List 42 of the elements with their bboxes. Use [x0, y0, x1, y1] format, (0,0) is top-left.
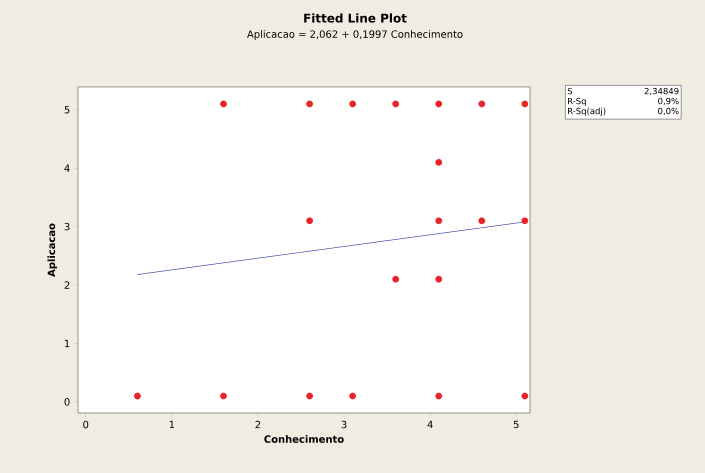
text: R-Sq(adj)	[568, 108, 606, 116]
chart-subtitle: Aplicacao = 2,062 + 0,1997 Conhecimento	[247, 30, 462, 40]
point	[392, 276, 400, 283]
point	[220, 392, 227, 400]
y-tick-label: 0	[64, 398, 70, 406]
point	[435, 392, 442, 400]
x-tick-label: 2	[256, 420, 260, 428]
x-tick-label: 0	[83, 420, 88, 428]
x-tick-label: 3	[342, 420, 346, 428]
point	[134, 392, 141, 400]
chart-title: Fitted Line Plot	[304, 13, 407, 23]
point	[478, 217, 486, 224]
x-tick-label: 1	[170, 420, 174, 428]
x-tick-label: 4	[427, 420, 433, 428]
text: 2,34849	[644, 88, 678, 96]
point	[435, 158, 442, 166]
x-tick-label: 5	[514, 420, 519, 428]
point	[349, 100, 356, 108]
point	[478, 100, 486, 108]
text: 0,9%	[658, 98, 679, 106]
point	[306, 100, 313, 108]
point	[435, 217, 442, 224]
point	[306, 217, 313, 224]
point	[306, 392, 313, 400]
point	[392, 100, 400, 108]
point	[220, 100, 227, 108]
y-tick-label: 2	[64, 281, 70, 289]
point	[521, 217, 528, 224]
text: S	[568, 88, 572, 94]
text: R-Sq	[568, 98, 586, 106]
point	[435, 276, 442, 283]
y-tick-label: 5	[64, 106, 70, 114]
point	[521, 392, 528, 400]
y-tick-label: 3	[64, 222, 70, 230]
y-axis-title: Aplicacao	[47, 224, 58, 277]
point	[435, 100, 442, 108]
y-tick-label: 1	[64, 340, 70, 348]
point	[349, 392, 356, 400]
x-axis-title: Conhecimento	[264, 435, 344, 443]
y-tick-label: 4	[64, 164, 70, 172]
point	[521, 100, 528, 108]
text: 0,0%	[658, 108, 679, 116]
